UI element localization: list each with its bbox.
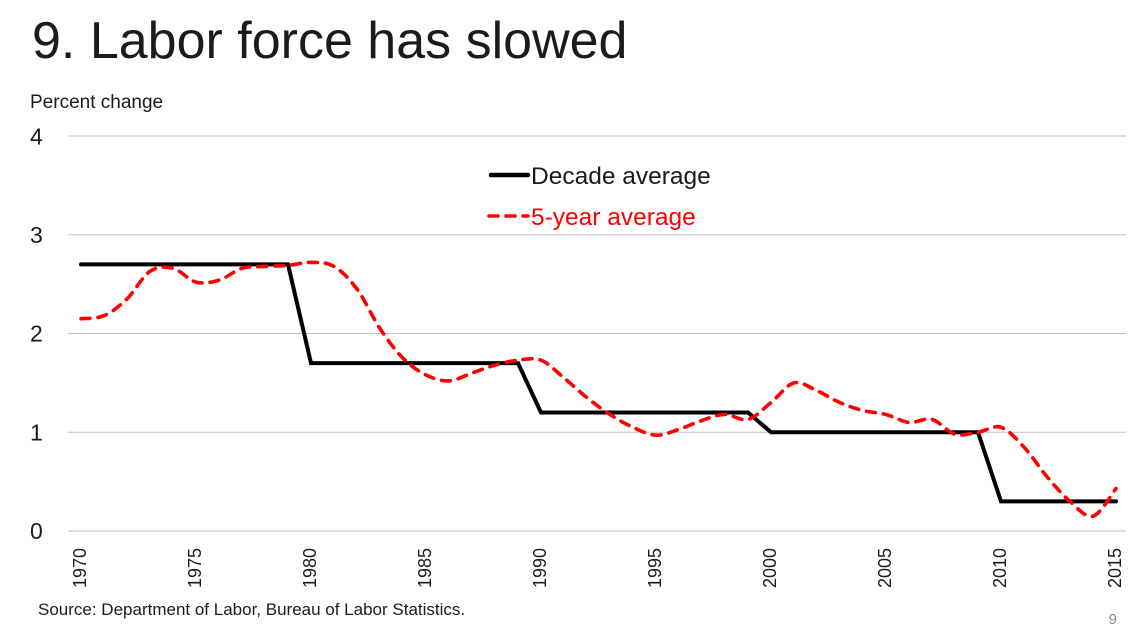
svg-text:1970: 1970: [70, 548, 90, 588]
svg-text:3: 3: [30, 222, 43, 248]
svg-text:1990: 1990: [530, 548, 550, 588]
svg-text:1980: 1980: [300, 548, 320, 588]
svg-text:1995: 1995: [645, 548, 665, 588]
svg-text:0: 0: [30, 518, 43, 544]
svg-text:2005: 2005: [875, 548, 895, 588]
svg-text:1: 1: [30, 420, 43, 446]
svg-text:Decade average: Decade average: [531, 163, 711, 190]
svg-text:4: 4: [30, 124, 43, 150]
svg-text:2010: 2010: [990, 548, 1010, 588]
svg-text:2: 2: [30, 321, 43, 347]
svg-text:1975: 1975: [185, 548, 205, 588]
svg-text:5-year average: 5-year average: [531, 204, 696, 231]
svg-text:2015: 2015: [1105, 548, 1125, 588]
svg-text:1985: 1985: [415, 548, 435, 588]
svg-text:2000: 2000: [760, 548, 780, 588]
